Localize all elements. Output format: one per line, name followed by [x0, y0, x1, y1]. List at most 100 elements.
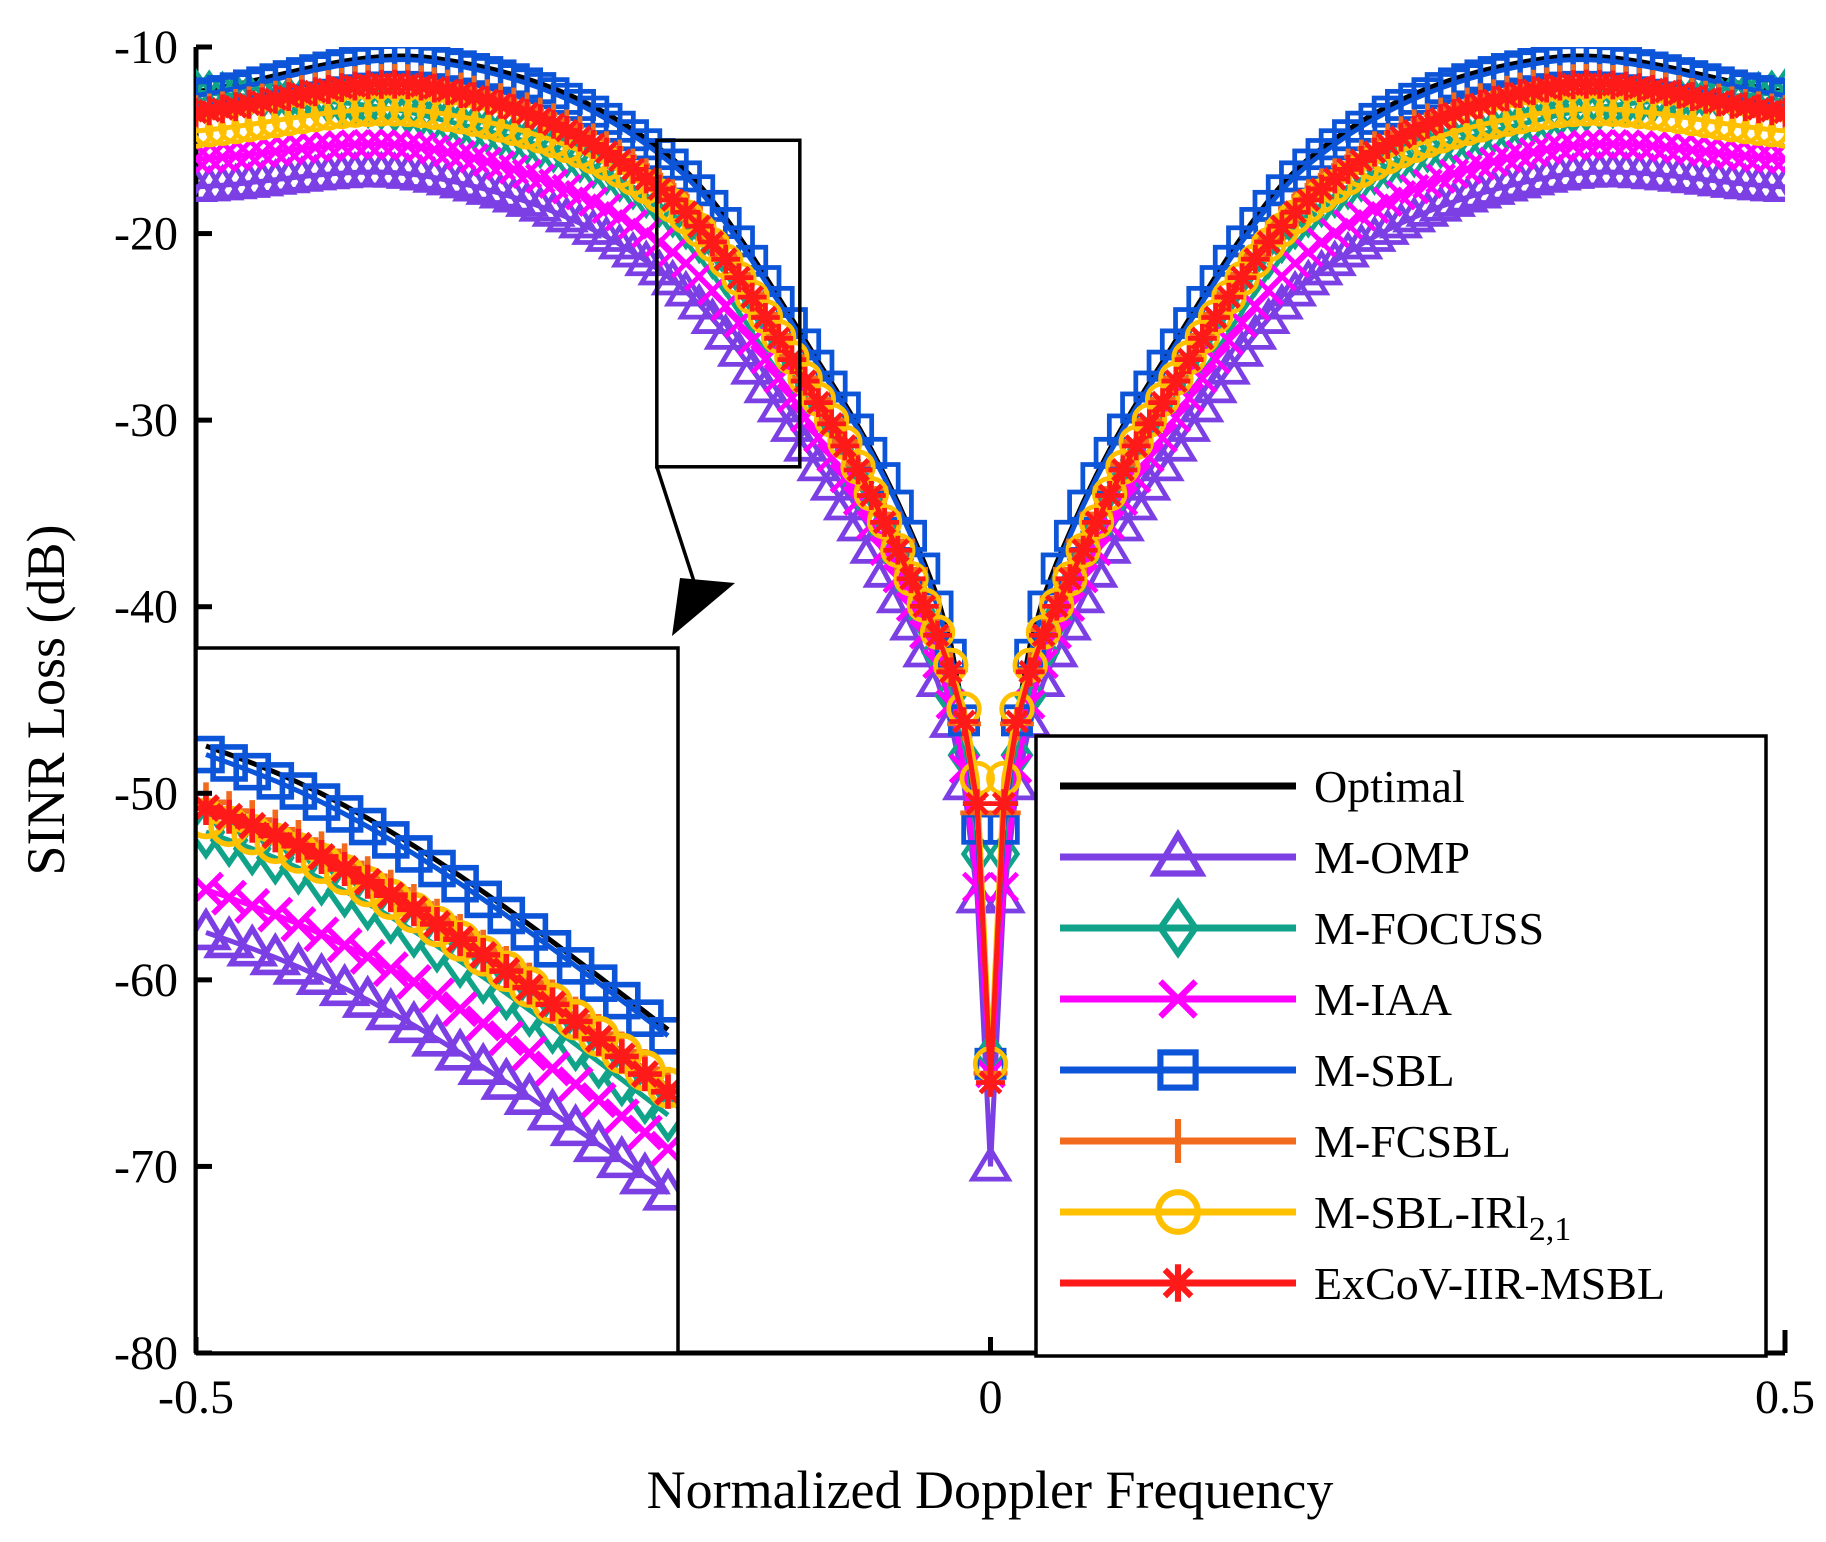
marker-asterisk — [1664, 79, 1694, 109]
marker-asterisk — [1479, 85, 1509, 115]
marker-asterisk — [234, 89, 264, 119]
marker-asterisk — [1267, 211, 1297, 241]
marker-asterisk — [896, 564, 926, 594]
marker-diamond — [1156, 897, 1200, 959]
marker-x — [1716, 139, 1748, 171]
zoom-box — [655, 138, 802, 469]
legend-label: M-OMP — [1314, 832, 1470, 883]
marker-x — [1637, 130, 1668, 162]
marker-circle — [880, 532, 916, 568]
marker-asterisk — [1691, 84, 1720, 114]
marker-square — [256, 762, 295, 800]
marker-triangle — [1458, 171, 1503, 209]
marker-triangle — [968, 1144, 1013, 1182]
marker-asterisk — [558, 1004, 593, 1039]
marker-asterisk — [1015, 657, 1045, 687]
marker-triangle — [526, 1087, 579, 1131]
marker-asterisk — [539, 109, 568, 139]
legend-label: ExCoV-IIR-MSBL — [1314, 1258, 1665, 1309]
marker-asterisk — [711, 244, 741, 274]
marker-asterisk — [856, 481, 886, 510]
marker-circle — [1052, 561, 1088, 597]
marker-triangle — [249, 931, 302, 976]
marker-asterisk — [1108, 455, 1138, 485]
legend-item-m-omp: M-OMP — [1060, 829, 1470, 883]
marker-square — [196, 735, 225, 774]
inset-series-layer — [196, 735, 678, 1211]
marker-x — [650, 1130, 678, 1167]
marker-asterisk — [737, 282, 767, 312]
marker-asterisk — [304, 839, 339, 874]
marker-triangle — [595, 1134, 648, 1179]
marker-triangle — [480, 1056, 533, 1100]
marker-asterisk — [281, 828, 316, 863]
inset-series-m-iaa — [196, 871, 678, 1167]
inset-series-m-sbl — [196, 735, 678, 1055]
series-excov-iir-msbl — [196, 69, 1785, 1097]
marker-circle — [1065, 532, 1101, 568]
inset-series-excov-iir-msbl — [196, 791, 678, 1109]
marker-x — [1703, 137, 1735, 169]
legend-frame — [1034, 734, 1768, 1358]
marker-diamond — [196, 68, 213, 116]
marker-asterisk — [645, 174, 674, 204]
marker-asterisk — [1505, 79, 1535, 108]
marker-asterisk — [697, 227, 727, 257]
marker-triangle — [412, 155, 457, 193]
marker-x — [1306, 227, 1337, 258]
legend-label: M-FOCUSS — [1314, 903, 1544, 954]
marker-asterisk — [1042, 591, 1072, 621]
y-tick-label: -30 — [114, 394, 178, 447]
legend-label: Optimal — [1314, 761, 1465, 812]
marker-triangle — [1100, 504, 1145, 542]
marker-x — [257, 896, 294, 933]
marker-asterisk — [261, 84, 290, 114]
marker-asterisk — [1651, 77, 1681, 107]
marker-asterisk — [790, 366, 820, 396]
marker-asterisk — [1373, 129, 1403, 159]
marker-x — [366, 128, 397, 160]
zoom-arrow — [655, 466, 702, 601]
marker-asterisk — [764, 323, 794, 353]
marker-triangle — [1149, 829, 1207, 877]
marker-asterisk — [989, 789, 1019, 819]
marker-asterisk — [221, 92, 251, 122]
marker-circle — [866, 504, 903, 540]
marker-triangle — [1445, 175, 1490, 213]
marker-asterisk — [258, 818, 293, 853]
marker-x — [961, 871, 993, 903]
marker-asterisk — [750, 303, 780, 332]
marker-x — [339, 129, 371, 160]
marker-asterisk — [1439, 98, 1469, 128]
marker-triangle — [642, 1167, 678, 1211]
marker-asterisk — [1452, 94, 1482, 124]
marker-x — [1584, 128, 1615, 160]
legend-item-m-iaa: M-IAA — [1060, 974, 1452, 1025]
marker-x — [465, 1005, 502, 1042]
marker-asterisk — [433, 76, 463, 106]
marker-diamond — [648, 1087, 678, 1143]
marker-square — [325, 795, 364, 833]
marker-x — [1597, 128, 1629, 160]
y-axis-label: SINR Loss (dB) — [16, 524, 76, 875]
marker-asterisk — [1704, 87, 1734, 117]
marker-triangle — [341, 974, 394, 1018]
marker-triangle — [677, 282, 722, 320]
x-tick-label: 0 — [979, 1371, 1003, 1424]
marker-triangle — [411, 1013, 463, 1057]
marker-x — [326, 129, 357, 161]
marker-asterisk — [486, 89, 516, 119]
marker-asterisk — [883, 535, 913, 565]
marker-asterisk — [604, 1039, 639, 1074]
marker-asterisk — [499, 94, 529, 124]
marker-asterisk — [1254, 227, 1284, 257]
marker-circle — [1078, 504, 1115, 540]
marker-asterisk — [552, 116, 582, 145]
marker-asterisk — [671, 197, 701, 227]
marker-x — [442, 991, 479, 1028]
marker-x — [1187, 363, 1218, 394]
marker-asterisk — [235, 808, 270, 843]
marker-triangle — [295, 951, 348, 996]
inset-series-markers — [196, 871, 678, 1167]
inset-series-m-omp — [196, 907, 678, 1211]
